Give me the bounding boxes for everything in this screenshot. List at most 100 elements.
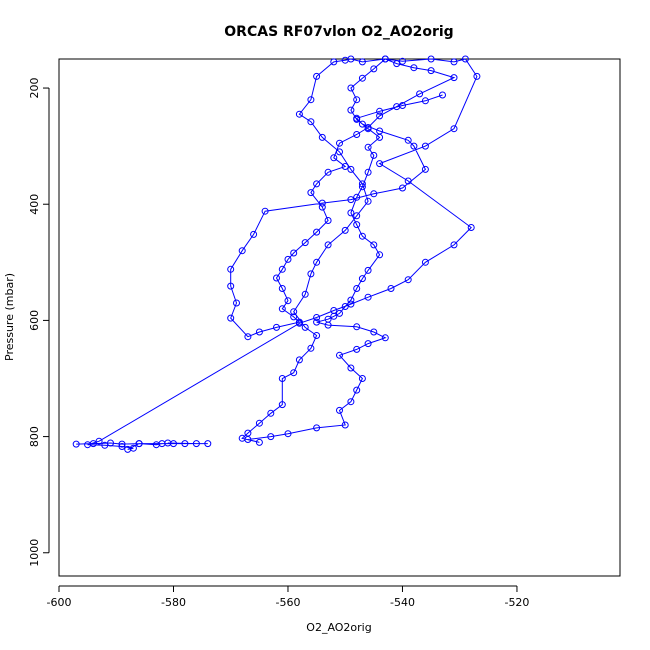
data-point [364,124,372,131]
data-point [336,351,343,359]
data-point [336,309,343,317]
data-point [341,163,349,170]
data-point [324,217,332,224]
data-point [307,344,315,352]
data-point [404,136,412,144]
data-point [233,299,240,307]
data-point [347,106,355,114]
data-point [295,356,303,364]
x-tick-label: -600 [47,596,72,609]
data-point [353,221,361,229]
data-point [461,55,469,63]
y-tick-label: 400 [28,194,41,215]
data-point [95,437,103,445]
data-point [101,441,109,449]
data-point [353,386,361,394]
data-point [358,375,366,382]
data-point [330,58,338,66]
data-point [267,409,275,417]
data-point [284,430,292,438]
data-point [347,300,355,308]
data-point [284,297,292,305]
data-point [255,438,263,446]
data-point [255,419,263,427]
data-point [421,97,429,105]
data-point [204,440,212,448]
data-point [370,241,378,249]
data-point [313,314,321,321]
data-point [404,177,412,185]
data-point [421,165,429,173]
y-tick-label: 200 [28,78,41,99]
data-point [427,67,435,75]
data-point [353,193,361,201]
data-point [376,107,384,115]
data-point [439,91,446,99]
data-point [376,160,384,168]
data-point [336,139,343,147]
data-point [313,332,321,339]
data-point [450,241,458,249]
data-point [295,318,303,326]
data-point [347,364,355,372]
data-point [290,249,298,257]
data-point [450,125,458,133]
data-point [473,72,481,80]
data-point [307,189,315,197]
data-point [353,131,361,138]
data-point [376,112,384,120]
x-axis-label: O2_AO2orig [306,621,371,634]
data-point [353,96,361,104]
data-point [364,197,372,205]
data-point [278,265,286,273]
data-point [307,270,315,278]
x-tick-label: -580 [161,596,186,609]
data-point [358,58,366,66]
data-point [284,255,292,263]
data-point [107,439,114,447]
data-point [336,406,343,414]
data-point [181,440,189,448]
data-point [313,318,321,326]
y-axis-label: Pressure (mbar) [3,273,16,361]
data-point [330,154,338,162]
data-point [192,440,200,448]
data-point [353,114,361,122]
data-point [313,258,321,266]
x-tick-label: -540 [390,596,415,609]
data-point [301,323,309,331]
data-point [416,90,424,98]
data-point [255,328,263,336]
data-point [290,308,298,316]
data-point [273,274,280,282]
data-point [376,251,384,259]
data-point [318,133,326,141]
data-point [164,439,172,447]
data-point [336,148,343,156]
data-point [341,226,349,234]
data-point [244,436,252,443]
data-point [324,168,332,176]
series-line [76,58,478,450]
data-point [381,334,389,342]
data-point [273,323,280,331]
data-point [244,333,252,341]
data-point [313,228,321,236]
data-point [278,401,286,409]
data-point [290,369,298,377]
data-point [118,443,126,450]
data-point [410,64,418,72]
data-point [341,303,349,310]
data-point [278,285,286,292]
data-point [324,241,332,249]
data-point [129,444,137,452]
data-point [421,258,429,266]
data-point [313,424,321,432]
data-point [358,74,366,82]
data-point [381,55,389,63]
data-point [307,118,315,126]
data-point [318,199,326,207]
data-point [370,328,378,336]
data-point [353,212,361,220]
